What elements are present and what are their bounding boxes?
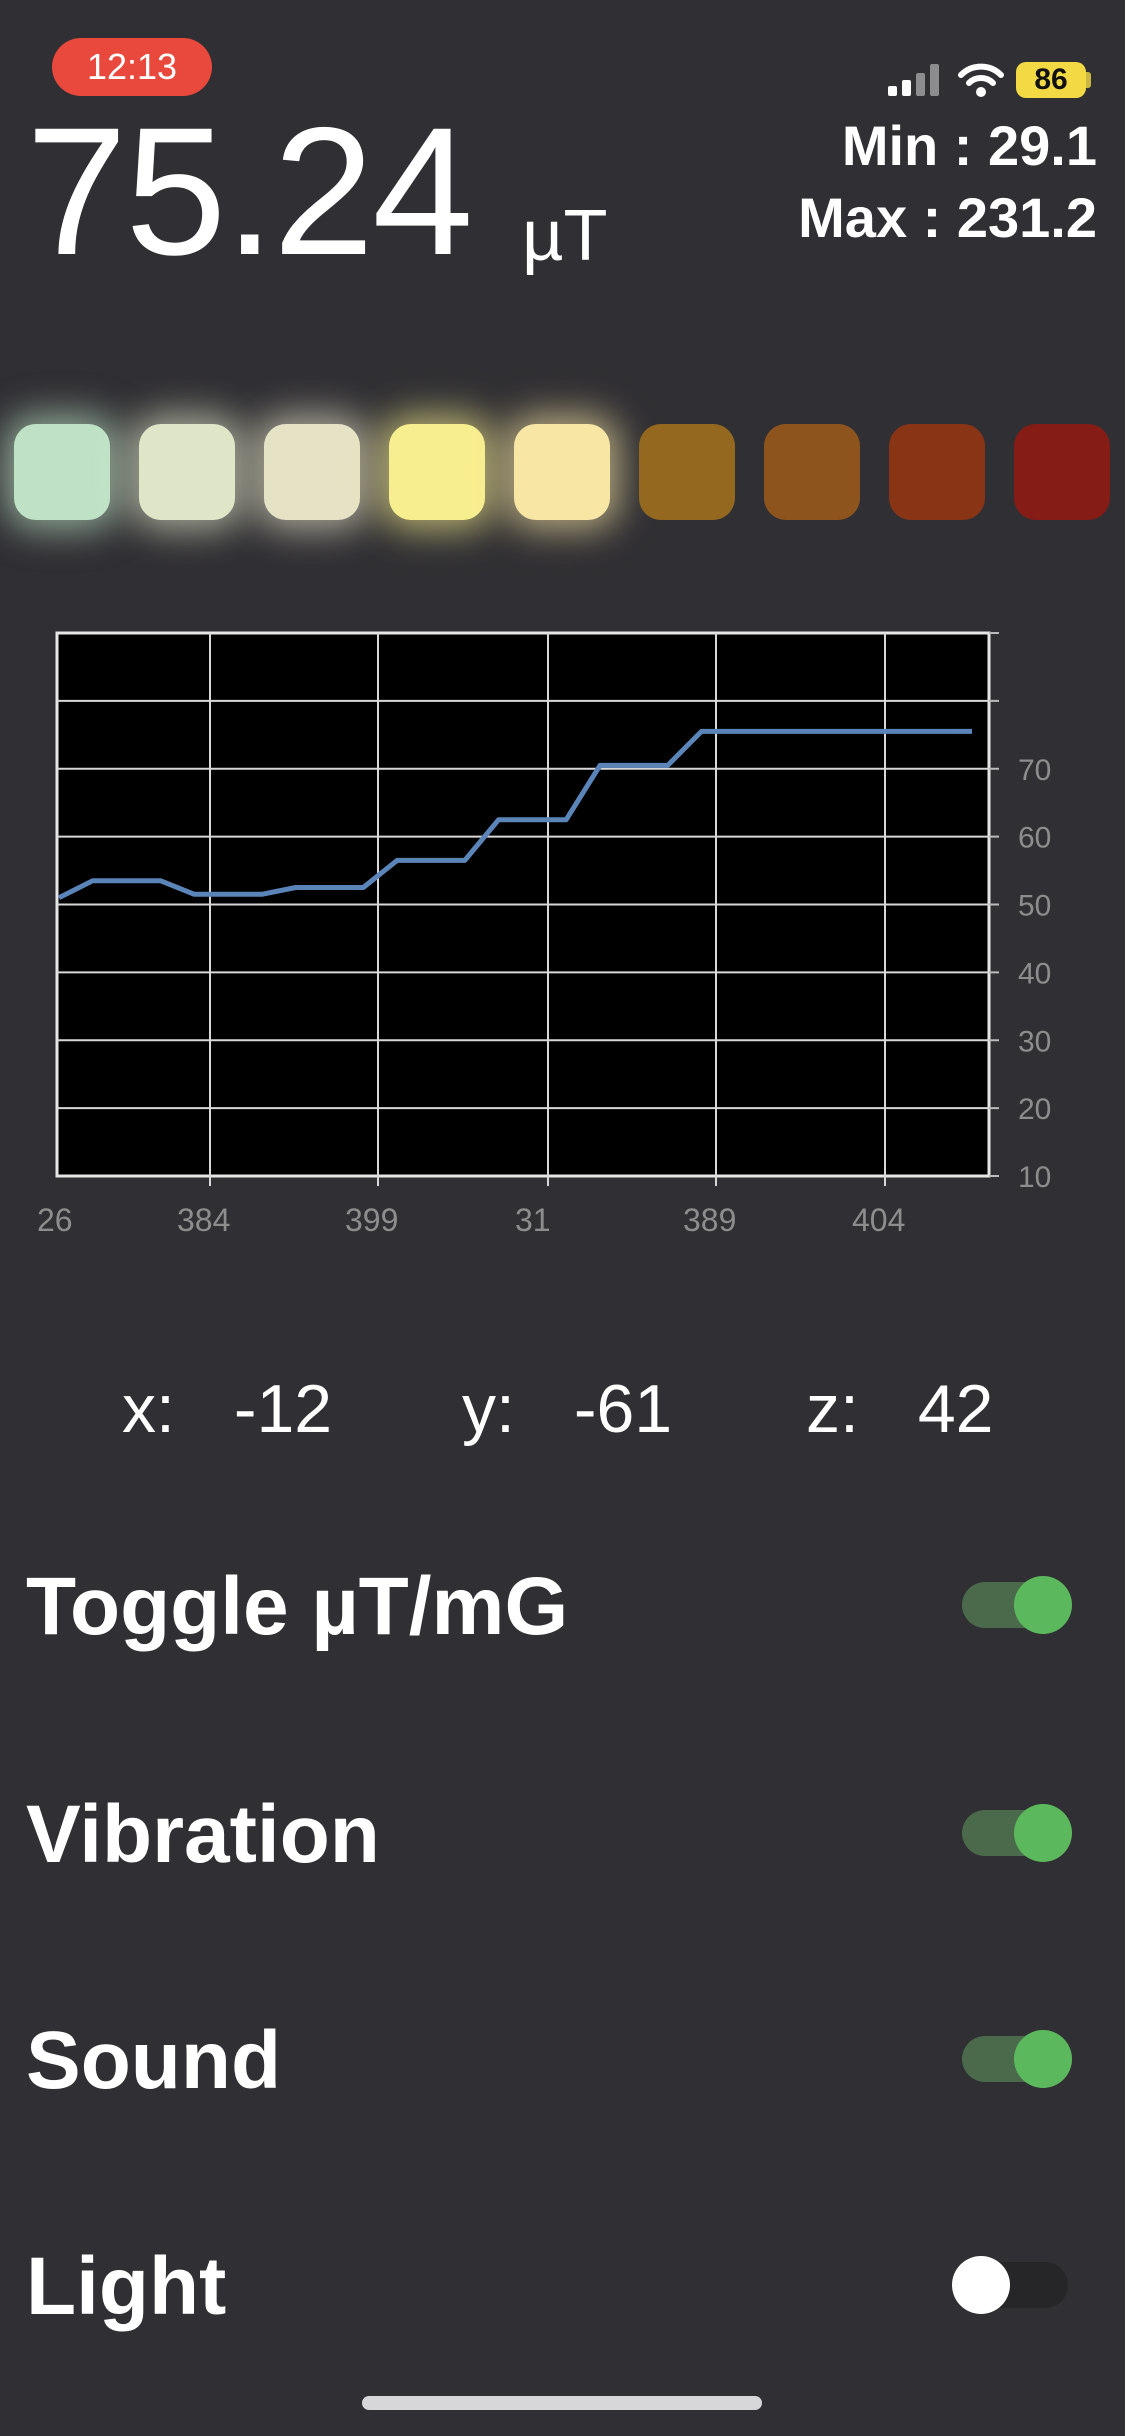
home-indicator[interactable] [362,2396,762,2410]
min-max-stats: Min : 29.1 Max : 231.2 [798,110,1097,254]
chart-y-tick-label: 10 [1018,1161,1051,1194]
toggle-unit-switch[interactable] [962,1576,1072,1634]
y-axis-reading: y: -61 [462,1370,672,1448]
z-axis-reading: z: 42 [806,1370,993,1448]
chart-x-tick-label: 26 [37,1202,73,1238]
level-light [14,424,110,520]
z-axis-value: 42 [917,1371,994,1447]
chart-x-tick-label: 389 [683,1202,736,1238]
vibration-label: Vibration [26,1789,380,1880]
chart-y-tick-label: 50 [1018,890,1051,923]
chart-y-tick-label: 40 [1018,957,1051,990]
cellular-signal-icon [888,64,939,96]
switch-knob [1014,1576,1072,1634]
battery-level: 86 [1016,62,1086,98]
z-axis-label: z: [806,1371,859,1447]
x-axis-reading: x: -12 [122,1370,332,1448]
chart-x-tick-label: 384 [177,1202,230,1238]
field-strength-unit: µT [522,196,608,276]
light-switch[interactable] [952,2256,1068,2314]
switch-knob [952,2256,1010,2314]
y-axis-label: y: [462,1371,515,1447]
sound-switch[interactable] [962,2030,1072,2088]
switch-knob [1014,2030,1072,2088]
wifi-icon [958,63,1004,97]
chart-y-tick-label: 60 [1018,822,1051,855]
vibration-switch[interactable] [962,1804,1072,1862]
y-axis-value: -61 [573,1371,673,1447]
x-axis-value: -12 [233,1371,333,1447]
field-history-chart: 10 20 30 40 50 60 70 26 384 399 31 389 404 [37,631,1051,1238]
sound-label: Sound [26,2015,282,2106]
level-light [1014,424,1110,520]
chart-series-line [57,728,972,900]
min-value: Min : 29.1 [841,114,1097,177]
switch-knob [1014,1804,1072,1862]
chart-x-tick-label: 31 [515,1202,551,1238]
x-axis-label: x: [122,1371,175,1447]
field-strength-value: 75.24 [26,89,473,293]
level-light [639,424,735,520]
level-light [139,424,235,520]
status-time: 12:13 [52,38,212,96]
max-value: Max : 231.2 [798,186,1097,249]
level-light [764,424,860,520]
chart-y-tick-label: 70 [1018,754,1051,787]
level-light [889,424,985,520]
chart-x-tick-label: 399 [345,1202,398,1238]
chart-y-tick-label: 20 [1018,1093,1051,1126]
level-light [389,424,485,520]
chart-y-tick-label: 30 [1018,1025,1051,1058]
light-label: Light [26,2241,227,2332]
toggle-unit-label: Toggle µT/mG [26,1561,569,1652]
chart-x-tick-label: 404 [852,1202,905,1238]
level-light [264,424,360,520]
battery-tip [1086,72,1091,88]
level-light [514,424,610,520]
